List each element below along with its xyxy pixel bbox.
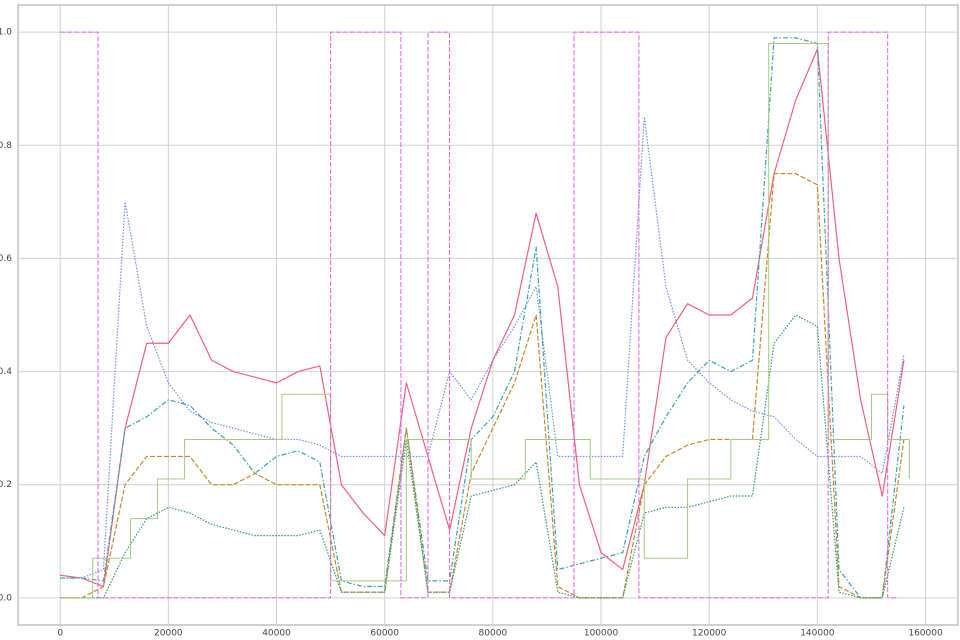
- y-tick-label: 0.0: [0, 593, 12, 603]
- series-line: [60, 37, 905, 599]
- x-tick-label: 100000: [584, 629, 619, 639]
- series-line: [60, 48, 905, 588]
- x-tick-label: 40000: [262, 629, 291, 639]
- x-tick-label: 80000: [479, 629, 508, 639]
- x-tick-label: 60000: [370, 629, 399, 639]
- y-tick-label: 0.2: [0, 480, 12, 490]
- series-line: [60, 31, 899, 599]
- x-tick-label: 140000: [800, 629, 835, 639]
- x-tick-label: 20000: [154, 629, 183, 639]
- y-tick-label: 0.4: [0, 367, 12, 377]
- x-tick-label: 160000: [908, 629, 943, 639]
- series-line: [60, 314, 905, 599]
- y-tick-label: 1.0: [0, 28, 12, 38]
- plot-frame: [17, 4, 959, 626]
- y-tick-label: 0.6: [0, 254, 12, 264]
- x-tick-label: 0: [57, 629, 63, 639]
- x-tick-label: 120000: [692, 629, 727, 639]
- series-line: [60, 172, 905, 599]
- y-tick-label: 0.8: [0, 141, 12, 151]
